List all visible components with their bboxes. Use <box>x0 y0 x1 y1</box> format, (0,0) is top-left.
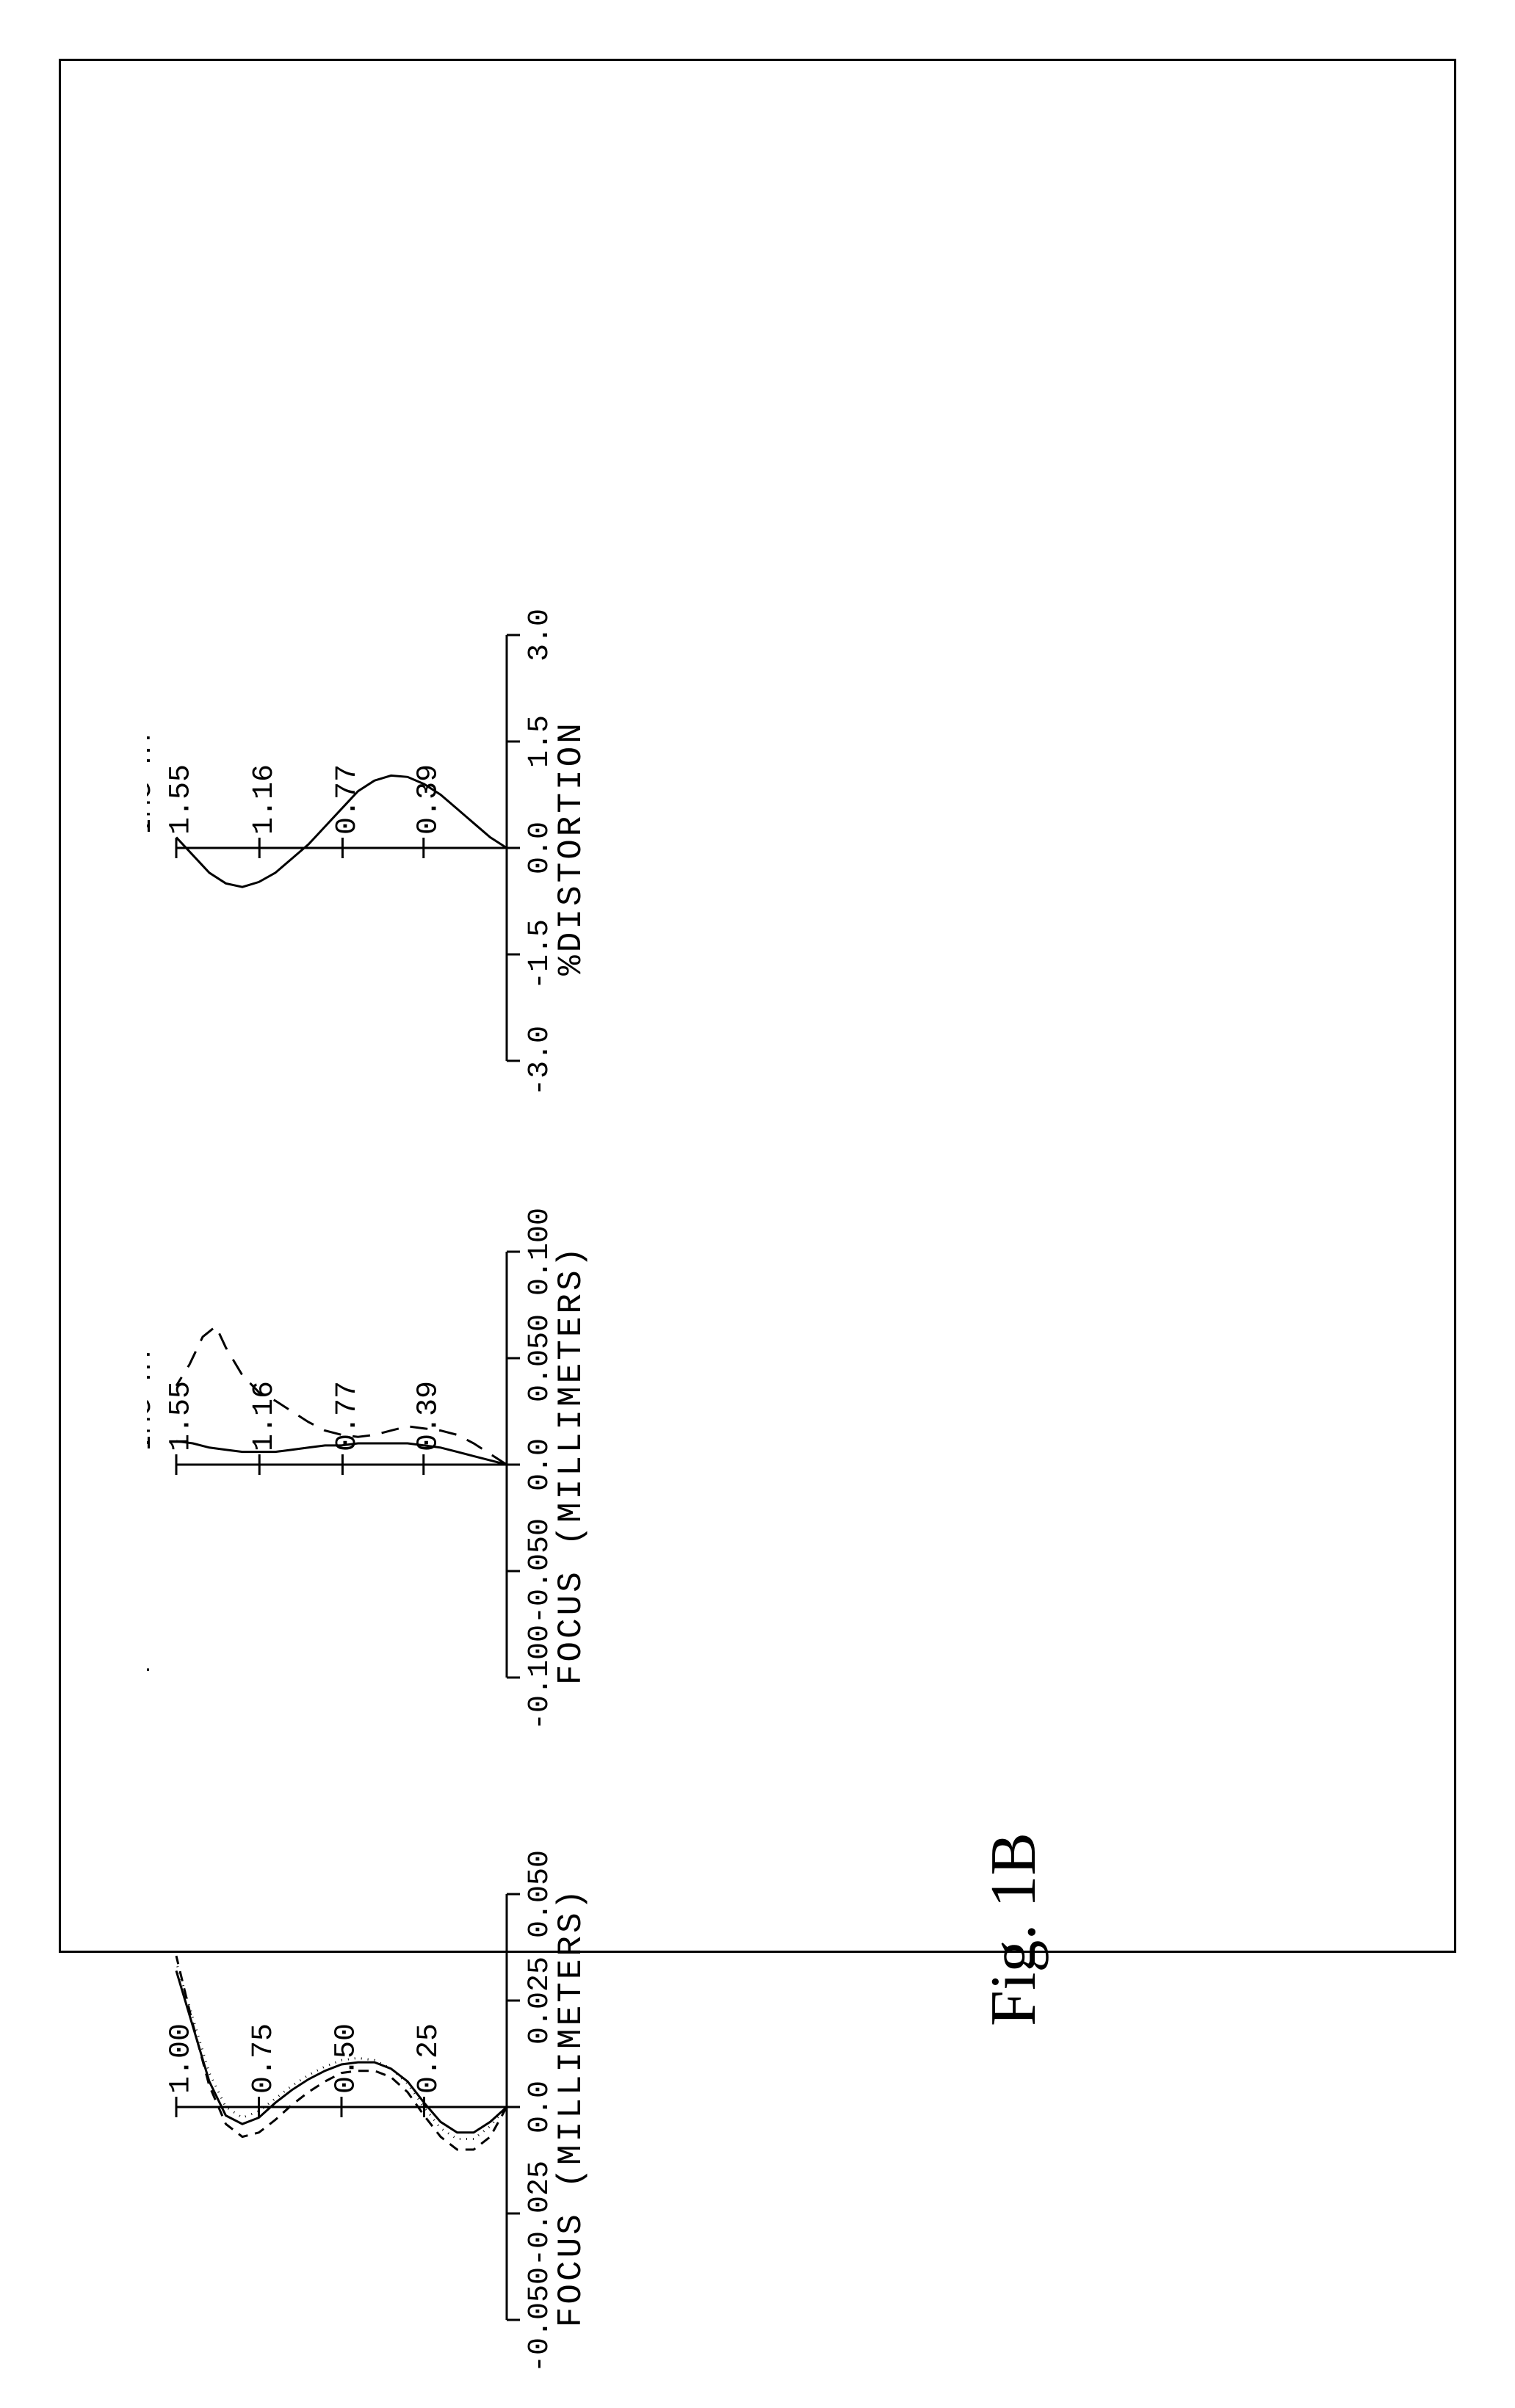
y-tick-label: 1.16 <box>248 1381 281 1451</box>
page: -0.050-0.0250.00.0250.0501.000.750.500.2… <box>0 0 1515 2130</box>
chart-svg-spherical: -0.050-0.0250.00.0250.0501.000.750.500.2… <box>147 1850 587 2408</box>
y-tick-label: 0.25 <box>413 2023 446 2094</box>
figure-caption-text: Fig. 1B <box>978 1832 1049 2026</box>
y-tick-label: 0.77 <box>331 764 364 835</box>
x-axis-label: FOCUS (MILLIMETERS) <box>552 1244 587 1686</box>
chart-panel-astigmatic: -0.100-0.0500.00.0500.1001.551.160.770.3… <box>147 1208 587 1766</box>
x-tick-label: 3.0 <box>524 609 557 661</box>
y-tick-label: 1.16 <box>248 764 281 835</box>
y-tick-label: 0.39 <box>412 764 445 835</box>
x-axis-label: FOCUS (MILLIMETERS) <box>552 1887 587 2328</box>
y-tick-label: 0.75 <box>247 2023 281 2094</box>
y-axis-heading: IMG HT <box>147 1346 159 1451</box>
chart-svg-astigmatic: -0.100-0.0500.00.0500.1001.551.160.770.3… <box>147 1208 587 1766</box>
y-tick-label: 0.77 <box>331 1381 364 1451</box>
chart-panel-distortion: -3.0-1.50.01.53.01.551.160.770.39%DISTOR… <box>147 591 587 1149</box>
chart-panel-spherical: -0.050-0.0250.00.0250.0501.000.750.500.2… <box>147 1850 587 2408</box>
chart-svg-distortion: -3.0-1.50.01.53.01.551.160.770.39%DISTOR… <box>147 591 587 1149</box>
x-tick-label: -3.0 <box>524 1026 557 1096</box>
y-tick-label: 0.39 <box>412 1381 445 1451</box>
y-top-label: 1.00 <box>165 2023 198 2094</box>
y-top-label: 1.55 <box>165 764 198 835</box>
legend-label: T <box>147 1661 157 1678</box>
x-axis-label: %DISTORTION <box>552 720 587 976</box>
figure-caption: Fig. 1B <box>977 1832 1051 2026</box>
y-tick-label: 0.50 <box>330 2023 364 2094</box>
y-axis-heading: IMG HT <box>147 729 159 835</box>
